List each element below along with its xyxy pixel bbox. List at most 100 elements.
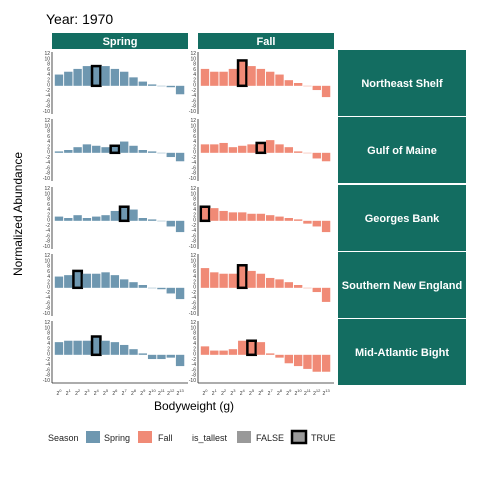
x-tick-label: 21 bbox=[212, 388, 218, 397]
chart-title: Year: 1970 bbox=[46, 11, 113, 27]
bar-mid-atlantic-bight-spring-bin-0 bbox=[54, 342, 64, 355]
bar-mid-atlantic-bight-fall-bin-1 bbox=[210, 350, 219, 355]
y-tick-label: -6 bbox=[46, 233, 51, 239]
y-tick-label: -8 bbox=[192, 239, 197, 245]
bar-gulf-of-maine-fall-bin-10 bbox=[293, 151, 303, 153]
y-tick-label: -4 bbox=[192, 362, 197, 368]
bar-mid-atlantic-bight-spring-bin-7 bbox=[120, 344, 129, 355]
bar-tallest-mid-atlantic-bight-spring-bin-4 bbox=[90, 335, 102, 357]
y-tick-label: -6 bbox=[46, 165, 51, 171]
bar-northeast-shelf-spring-bin-13 bbox=[175, 85, 185, 95]
legend-label-false: FALSE bbox=[256, 433, 284, 443]
bar-northeast-shelf-fall-bin-1 bbox=[210, 71, 219, 86]
legend-label-true: TRUE bbox=[311, 433, 336, 443]
bar-gulf-of-maine-spring-bin-1 bbox=[64, 150, 73, 153]
y-tick-label: 12 bbox=[44, 118, 50, 124]
y-tick-label: 8 bbox=[193, 62, 196, 68]
x-tick-label: 20 bbox=[202, 388, 208, 397]
x-tick-label: 22 bbox=[221, 388, 227, 397]
y-tick-label: 12 bbox=[190, 51, 196, 57]
bar-mid-atlantic-bight-spring-bin-10 bbox=[147, 354, 157, 360]
y-tick-label: 2 bbox=[47, 212, 50, 218]
y-tick-label: -8 bbox=[46, 239, 51, 245]
y-tick-label: 2 bbox=[47, 77, 50, 83]
bar-gulf-of-maine-fall-bin-1 bbox=[210, 144, 219, 153]
y-tick-label: -2 bbox=[192, 88, 197, 94]
strip-label-fall: Fall bbox=[257, 36, 276, 48]
bar-southern-new-england-spring-bin-8 bbox=[129, 282, 138, 288]
strip-label-southern-new-england: Southern New England bbox=[342, 280, 462, 292]
bar-tallest-northeast-shelf-fall-bin-4 bbox=[236, 59, 248, 88]
strip-northeast-shelf bbox=[338, 50, 466, 116]
bar-georges-bank-fall-bin-12 bbox=[312, 220, 321, 227]
x-tick-label: 211 bbox=[304, 388, 312, 397]
bar-gulf-of-maine-spring-bin-10 bbox=[147, 151, 157, 153]
bar-georges-bank-fall-bin-1 bbox=[210, 208, 219, 221]
y-tick-label: 12 bbox=[44, 186, 50, 192]
y-tick-label: 12 bbox=[44, 320, 50, 326]
y-tick-label: 12 bbox=[44, 51, 50, 57]
bar-mid-atlantic-bight-spring-bin-3 bbox=[82, 340, 92, 355]
bar-northeast-shelf-spring-bin-12 bbox=[166, 85, 175, 88]
y-tick-label: -2 bbox=[192, 290, 197, 296]
bar-georges-bank-spring-bin-2 bbox=[73, 215, 82, 221]
y-tick-label: -10 bbox=[189, 176, 196, 182]
bar-mid-atlantic-bight-fall-bin-13 bbox=[321, 354, 331, 372]
y-tick-label: -2 bbox=[46, 223, 51, 229]
x-axis-ticks: 2021222324252627282921021121221320212223… bbox=[52, 382, 334, 397]
y-tick-label: 0 bbox=[47, 218, 50, 224]
bar-southern-new-england-fall-bin-2 bbox=[219, 273, 228, 288]
x-tick-label: 211 bbox=[158, 388, 166, 397]
bar-georges-bank-spring-bin-4 bbox=[92, 216, 101, 221]
strip-label-spring: Spring bbox=[103, 36, 138, 48]
bar-tallest-northeast-shelf-spring-bin-4 bbox=[90, 64, 102, 88]
y-tick-label: 0 bbox=[193, 218, 196, 224]
y-tick-label: 4 bbox=[47, 139, 50, 145]
bar-mid-atlantic-bight-fall-bin-6 bbox=[256, 342, 266, 355]
bar-georges-bank-spring-bin-0 bbox=[54, 216, 64, 221]
bar-northeast-shelf-spring-bin-0 bbox=[54, 74, 64, 86]
y-tick-label: 8 bbox=[47, 62, 50, 68]
y-tick-label: 6 bbox=[47, 202, 50, 208]
y-tick-label: 6 bbox=[47, 336, 50, 342]
bar-georges-bank-spring-bin-10 bbox=[147, 219, 157, 221]
bar-georges-bank-spring-bin-3 bbox=[82, 218, 92, 221]
y-tick-label: 0 bbox=[47, 285, 50, 291]
y-tick-label: -6 bbox=[46, 367, 51, 373]
bar-mid-atlantic-bight-spring-bin-12 bbox=[166, 354, 175, 358]
bar-southern-new-england-fall-bin-7 bbox=[266, 277, 275, 288]
strip-southern-new-england bbox=[338, 252, 466, 318]
y-tick-label: 4 bbox=[193, 274, 196, 280]
y-tick-label: 4 bbox=[193, 72, 196, 78]
y-tick-label: -8 bbox=[46, 171, 51, 177]
bar-gulf-of-maine-fall-bin-2 bbox=[219, 142, 228, 153]
y-tick-label: 2 bbox=[193, 212, 196, 218]
strip-gulf-of-maine bbox=[338, 117, 466, 183]
y-tick-label: -10 bbox=[189, 311, 196, 317]
y-tick-label: -2 bbox=[46, 155, 51, 161]
bar-gulf-of-maine-fall-bin-13 bbox=[321, 152, 331, 162]
legend-season-title: Season bbox=[48, 433, 79, 443]
bar-tallest-mid-atlantic-bight-fall-bin-5 bbox=[246, 339, 257, 357]
y-tick-label: 4 bbox=[193, 341, 196, 347]
bar-gulf-of-maine-spring-bin-8 bbox=[129, 145, 138, 153]
y-tick-label: 10 bbox=[190, 258, 196, 264]
bar-gulf-of-maine-spring-bin-12 bbox=[166, 152, 175, 158]
y-tick-label: -8 bbox=[46, 306, 51, 312]
x-tick-label: 25 bbox=[103, 388, 109, 397]
bar-georges-bank-fall-bin-6 bbox=[256, 213, 266, 221]
bar-georges-bank-spring-bin-6 bbox=[110, 210, 120, 221]
bar-southern-new-england-spring-bin-0 bbox=[54, 276, 64, 288]
y-tick-label: 2 bbox=[193, 279, 196, 285]
y-tick-label: 2 bbox=[193, 144, 196, 150]
x-tick-label: 213 bbox=[176, 388, 184, 397]
x-tick-label: 210 bbox=[149, 388, 157, 397]
y-tick-label: 8 bbox=[193, 129, 196, 135]
bar-southern-new-england-spring-bin-5 bbox=[101, 272, 110, 288]
strip-fall bbox=[198, 33, 334, 49]
strip-label-gulf-of-maine: Gulf of Maine bbox=[367, 145, 437, 157]
y-tick-label: 12 bbox=[190, 320, 196, 326]
y-tick-label: 2 bbox=[47, 346, 50, 352]
y-tick-label: 10 bbox=[190, 56, 196, 62]
